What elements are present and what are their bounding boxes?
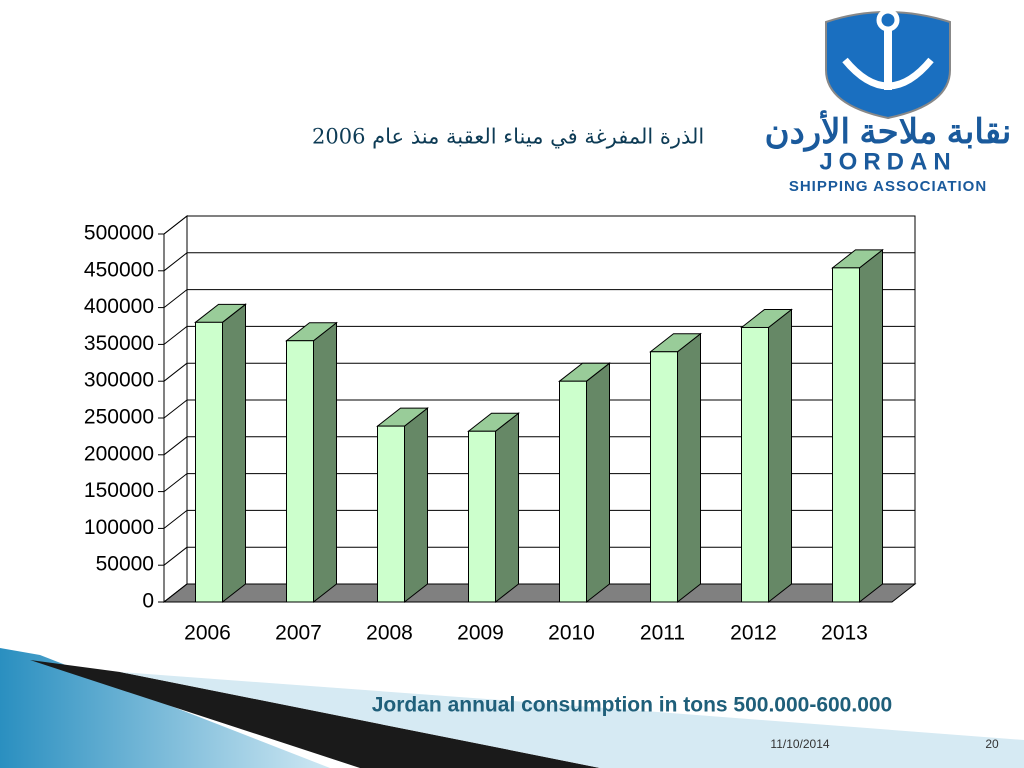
grid-line-side	[163, 252, 188, 272]
bar	[650, 351, 678, 603]
x-tick-label: 2013	[821, 622, 868, 645]
footer-date: 11/10/2014	[770, 737, 829, 751]
annotation: Jordan annual consumption in tons 500.00…	[372, 694, 893, 717]
bar	[468, 430, 496, 603]
bar	[559, 380, 587, 603]
footer-page: 20	[985, 737, 999, 751]
x-tick-label: 2010	[548, 622, 595, 645]
chart-title: الذرة المفرغة في ميناء العقبة منذ عام 20…	[312, 125, 704, 150]
x-tick-label: 2012	[730, 622, 777, 645]
bar	[741, 326, 769, 603]
y-tick-label: 400000	[84, 295, 154, 318]
x-tick-label: 2008	[366, 622, 413, 645]
logo-subtitle: SHIPPING ASSOCIATION	[789, 178, 987, 195]
y-tick-label: 150000	[84, 479, 154, 502]
y-tick-label: 350000	[84, 332, 154, 355]
x-tick-label: 2011	[640, 622, 685, 645]
grid-line-side	[163, 546, 188, 566]
y-tick-label: 450000	[84, 258, 154, 281]
bar	[195, 321, 223, 603]
x-tick-label: 2009	[457, 622, 504, 645]
logo-anchor-arm	[842, 57, 934, 90]
bar-side	[495, 412, 519, 604]
swoosh	[0, 648, 330, 768]
bar-side	[404, 407, 428, 604]
y-tick-label: 200000	[84, 442, 154, 465]
grid-line-side	[163, 436, 188, 456]
plot: 0 50000 100000 150000 200000 250000 300000 3500…	[84, 214, 917, 645]
y-tick-label: 300000	[84, 369, 154, 392]
logo-anchor-ring	[876, 8, 900, 32]
logo-arabic: نقابة ملاحة الأردن	[765, 110, 1012, 152]
x-tick-label: 2006	[184, 622, 231, 645]
grid-line-side	[163, 326, 188, 345]
grid-line-side	[163, 289, 188, 308]
bar-side	[859, 248, 883, 604]
bar-side	[313, 321, 337, 604]
y-tick-label: 100000	[84, 516, 154, 539]
bar-side	[222, 303, 246, 604]
bar	[832, 267, 860, 603]
grid-line-side	[163, 583, 188, 603]
logo: نقابة ملاحة الأردن JORDAN SHIPPING ASSOC…	[765, 8, 1012, 195]
grid-line-side	[163, 215, 188, 235]
y-tick-label: 500000	[84, 222, 154, 245]
logo-anchor	[884, 30, 892, 90]
y-tick-label: 0	[142, 590, 154, 613]
grid-line-side	[163, 362, 188, 382]
swoosh-dark	[30, 660, 600, 768]
bar-side	[768, 308, 792, 604]
logo-name: JORDAN	[819, 148, 956, 175]
swoosh-light	[120, 672, 1024, 768]
grid-line-side	[163, 510, 188, 529]
bar	[377, 425, 405, 603]
y-tick-label: 50000	[96, 553, 154, 576]
bar	[286, 340, 314, 603]
grid-line-side	[163, 399, 188, 419]
grid-line-side	[163, 473, 188, 492]
bar-side	[677, 332, 701, 604]
x-tick-label: 2007	[275, 622, 322, 645]
bar-side	[586, 362, 610, 604]
y-tick-label: 250000	[84, 406, 154, 429]
floor	[162, 583, 917, 603]
